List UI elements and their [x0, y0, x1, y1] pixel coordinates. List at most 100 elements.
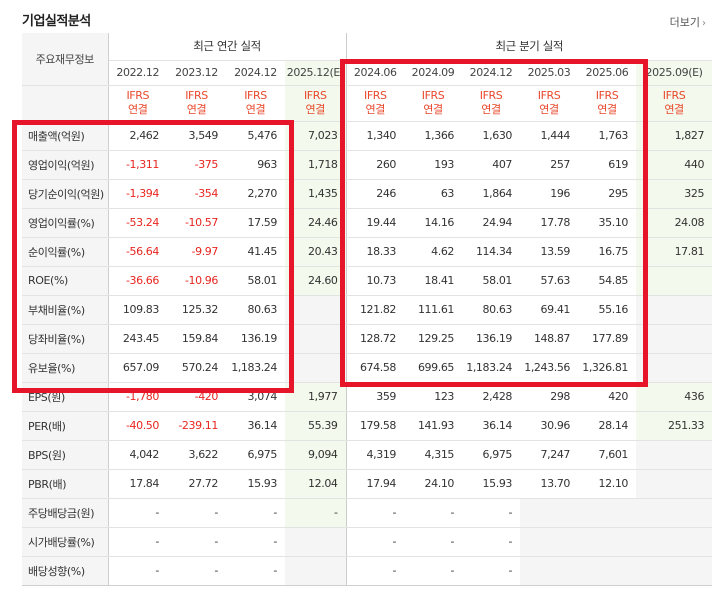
row-label: 부채비율(%) — [22, 295, 109, 325]
value-cell: 1,827 — [636, 121, 713, 151]
value-cell: - — [167, 556, 226, 586]
value-cell — [520, 527, 579, 557]
value-cell: 159.84 — [167, 324, 226, 354]
value-cell: 27.72 — [167, 469, 226, 499]
value-cell: 699.65 — [404, 353, 463, 383]
value-cell: 1,977 — [285, 382, 347, 412]
value-cell: 19.44 — [346, 208, 405, 238]
basis-consolidation: 연결 — [365, 103, 386, 116]
value-cell: 674.58 — [346, 353, 405, 383]
basis-standard: IFRS — [662, 89, 686, 102]
period-header: 2023.12 — [167, 60, 226, 86]
value-cell: 570.24 — [167, 353, 226, 383]
basis-header: IFRS 연결 — [108, 85, 167, 122]
basis-header: IFRS 연결 — [346, 85, 405, 122]
value-cell: -53.24 — [108, 208, 167, 238]
period-header: 2025.12(E) — [285, 60, 347, 86]
value-cell: 12.04 — [285, 469, 347, 499]
value-cell: 440 — [636, 150, 713, 180]
value-cell: -354 — [167, 179, 226, 209]
value-cell: 36.14 — [462, 411, 521, 441]
row-label: 영업이익률(%) — [22, 208, 109, 238]
basis-header: IFRS 연결 — [578, 85, 637, 122]
value-cell: 3,622 — [167, 440, 226, 470]
value-cell: - — [346, 556, 405, 586]
row-label: ROE(%) — [22, 266, 109, 296]
basis-header: IFRS 연결 — [285, 85, 347, 122]
value-cell: 7,023 — [285, 121, 347, 151]
value-cell: 24.46 — [285, 208, 347, 238]
basis-standard: IFRS — [421, 89, 445, 102]
value-cell: 18.33 — [346, 237, 405, 267]
basis-standard: IFRS — [185, 89, 208, 102]
value-cell: 58.01 — [462, 266, 521, 296]
value-cell: 55.39 — [285, 411, 347, 441]
table-row: 매출액(억원) 2,462 3,549 5,476 7,023 1,340 1,366 1,6… — [22, 121, 713, 151]
value-cell: -56.64 — [108, 237, 167, 267]
value-cell — [636, 556, 713, 586]
table-row: PBR(배) 17.84 27.72 15.93 12.04 17.94 24.10 15.9… — [22, 469, 713, 499]
value-cell: 136.19 — [462, 324, 521, 354]
value-cell — [578, 498, 637, 528]
value-cell: 24.08 — [636, 208, 713, 238]
value-cell: 5,476 — [226, 121, 285, 151]
value-cell: -40.50 — [108, 411, 167, 441]
value-cell: 114.34 — [462, 237, 521, 267]
value-cell: 1,326.81 — [578, 353, 637, 383]
basis-consolidation: 연결 — [423, 103, 443, 116]
value-cell: 41.45 — [226, 237, 285, 267]
value-cell: 298 — [520, 382, 579, 412]
table-row: ROE(%) -36.66 -10.96 58.01 24.60 10.73 18.41 58… — [22, 266, 713, 296]
value-cell: - — [462, 498, 521, 528]
value-cell: - — [346, 527, 405, 557]
row-label: 유보율(%) — [22, 353, 109, 383]
value-cell: 9,094 — [285, 440, 347, 470]
value-cell: 36.14 — [226, 411, 285, 441]
table-row: 영업이익률(%) -53.24 -10.57 17.59 24.46 19.44 14.16… — [22, 208, 713, 238]
value-cell: 17.84 — [108, 469, 167, 499]
value-cell — [578, 556, 637, 586]
value-cell: 4,042 — [108, 440, 167, 470]
value-cell: 17.59 — [226, 208, 285, 238]
value-cell — [636, 353, 713, 383]
basis-consolidation: 연결 — [186, 103, 207, 116]
table-row: 당기순이익(억원) -1,394 -354 2,270 1,435 246 63 1,864 1… — [22, 179, 713, 209]
period-header: 2022.12 — [108, 60, 167, 86]
value-cell: -239.11 — [167, 411, 226, 441]
value-cell: - — [167, 498, 226, 528]
value-cell: 1,366 — [404, 121, 463, 151]
value-cell: - — [226, 556, 285, 586]
value-cell: 1,763 — [578, 121, 637, 151]
value-cell: 963 — [226, 150, 285, 180]
value-cell: 121.82 — [346, 295, 405, 325]
value-cell: 58.01 — [226, 266, 285, 296]
value-cell: 325 — [636, 179, 713, 209]
value-cell: 125.32 — [167, 295, 226, 325]
value-cell: 4.62 — [404, 237, 463, 267]
value-cell: 17.78 — [520, 208, 579, 238]
value-cell: 436 — [636, 382, 713, 412]
table-row: 시가배당률(%) - - - - - - — [22, 527, 713, 557]
basis-consolidation: 연결 — [481, 103, 501, 116]
value-cell: 3,549 — [167, 121, 226, 151]
value-cell: 4,315 — [404, 440, 463, 470]
row-label: 당기순이익(억원) — [22, 179, 109, 209]
basis-standard: IFRS — [537, 89, 561, 102]
value-cell: 80.63 — [462, 295, 521, 325]
row-label: 주당배당금(원) — [22, 498, 109, 528]
more-link[interactable]: 더보기 › — [670, 14, 706, 30]
value-cell: 407 — [462, 150, 521, 180]
value-cell: -420 — [167, 382, 226, 412]
value-cell: 1,630 — [462, 121, 521, 151]
value-cell: 10.73 — [346, 266, 405, 296]
quarter-group-header: 최근 분기 실적 — [346, 33, 713, 61]
value-cell: 1,444 — [520, 121, 579, 151]
basis-header: IFRS 연결 — [462, 85, 521, 122]
basis-standard: IFRS — [595, 89, 619, 102]
basis-header: IFRS 연결 — [404, 85, 463, 122]
value-cell: 295 — [578, 179, 637, 209]
period-header: 2024.06 — [346, 60, 405, 86]
value-cell: 63 — [404, 179, 463, 209]
table-row: PER(배) -40.50 -239.11 36.14 55.39 179.58 141.9… — [22, 411, 713, 441]
value-cell: 24.94 — [462, 208, 521, 238]
